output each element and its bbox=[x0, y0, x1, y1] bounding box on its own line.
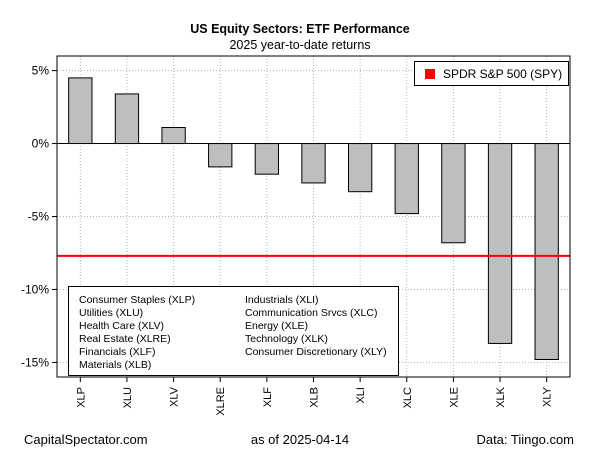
sector-key-column-2: Industrials (XLI) Communication Srvcs (X… bbox=[245, 294, 387, 359]
legend: SPDR S&P 500 (SPY) bbox=[414, 61, 569, 86]
bar-xlk bbox=[487, 143, 513, 344]
sector-key-column-1: Consumer Staples (XLP) Utilities (XLU) H… bbox=[79, 294, 195, 372]
y-tick-label: 5% bbox=[32, 64, 50, 78]
footer-data-credit: Data: Tiingo.com bbox=[476, 432, 574, 447]
x-tick-label: XLF bbox=[262, 387, 274, 407]
bar-xlre bbox=[208, 143, 233, 168]
key-entry: Consumer Staples (XLP) bbox=[79, 294, 196, 306]
key-entry: Utilities (XLU) bbox=[79, 307, 144, 319]
x-tick-label: XLRE bbox=[215, 387, 227, 416]
x-tick-label: XLE bbox=[448, 387, 460, 408]
x-tick-label: XLK bbox=[495, 386, 507, 407]
chart-subtitle: 2025 year-to-date returns bbox=[229, 38, 371, 52]
key-entry: Materials (XLB) bbox=[79, 359, 152, 371]
bar-xly bbox=[534, 143, 559, 360]
footer-as-of-date: as of 2025-04-14 bbox=[250, 432, 350, 447]
x-tick-label: XLY bbox=[542, 386, 554, 407]
key-entry: Health Care (XLV) bbox=[79, 320, 165, 332]
bar-xlb bbox=[301, 143, 326, 184]
key-entry: Technology (XLK) bbox=[245, 333, 328, 345]
x-tick-label: XLU bbox=[122, 387, 134, 408]
key-entry: Energy (XLE) bbox=[245, 320, 309, 332]
y-tick-label: -15% bbox=[21, 355, 49, 369]
y-tick-label: -10% bbox=[21, 282, 49, 296]
x-tick-label: XLC bbox=[402, 387, 414, 408]
sector-key: Consumer Staples (XLP) Utilities (XLU) H… bbox=[68, 286, 399, 376]
x-tick-label: XLB bbox=[309, 387, 321, 408]
bar-xli bbox=[347, 143, 373, 193]
key-entry: Consumer Discretionary (XLY) bbox=[245, 346, 387, 358]
chart-title: US Equity Sectors: ETF Performance bbox=[190, 22, 410, 36]
x-tick-label: XLV bbox=[169, 386, 181, 407]
key-entry: Financials (XLF) bbox=[79, 346, 156, 358]
y-tick-label: 0% bbox=[32, 137, 50, 151]
bar-xlv bbox=[161, 126, 186, 145]
key-entry: Real Estate (XLRE) bbox=[79, 333, 171, 345]
bar-xlc bbox=[394, 143, 419, 215]
bar-xle bbox=[441, 143, 466, 244]
x-tick-label: XLP bbox=[75, 387, 87, 408]
bar-xlf bbox=[254, 143, 280, 175]
key-entry: Industrials (XLI) bbox=[245, 294, 319, 306]
bar-xlu bbox=[114, 93, 140, 145]
bar-xlp bbox=[68, 77, 93, 145]
legend-label-spy: SPDR S&P 500 (SPY) bbox=[443, 66, 563, 81]
y-tick-label: -5% bbox=[28, 210, 50, 224]
footer-source-site: CapitalSpectator.com bbox=[24, 432, 148, 447]
x-tick-label: XLI bbox=[355, 387, 367, 404]
key-entry: Communication Srvcs (XLC) bbox=[245, 307, 378, 319]
legend-swatch-spy bbox=[425, 68, 435, 79]
